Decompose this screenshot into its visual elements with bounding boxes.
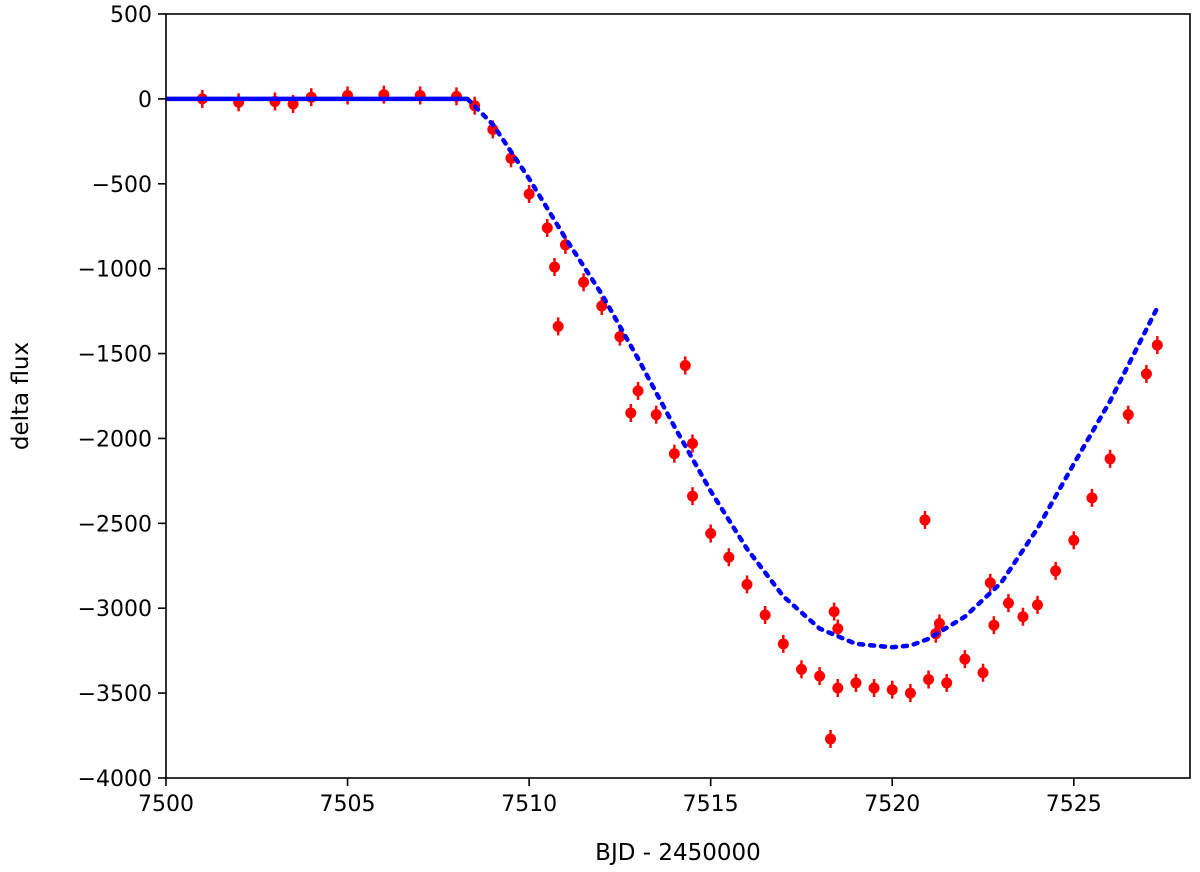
series-model: [166, 96, 1160, 650]
data-point: [578, 276, 590, 288]
data-point: [832, 682, 844, 694]
x-tick-label: 7525: [1046, 792, 1102, 817]
data-point: [741, 578, 753, 590]
x-axis-label: BJD - 2450000: [595, 840, 761, 866]
data-point: [705, 528, 717, 540]
series-observed: [196, 85, 1163, 703]
data-point: [977, 667, 989, 679]
data-point: [549, 261, 561, 273]
data-point: [687, 438, 699, 450]
data-point: [1086, 492, 1098, 504]
data-point: [795, 663, 807, 675]
y-tick-label: −2000: [78, 427, 152, 452]
y-tick-label: −3000: [78, 597, 152, 622]
data-point: [1068, 534, 1080, 546]
data-point: [923, 674, 935, 686]
data-point: [1122, 409, 1134, 421]
plot-marks: [166, 85, 1163, 748]
x-tick-label: 7520: [864, 792, 920, 817]
data-point: [1017, 611, 1029, 623]
data-point: [625, 407, 637, 419]
data-point: [941, 677, 953, 689]
data-point: [832, 623, 844, 635]
data-point: [1050, 565, 1062, 577]
y-tick-label: −1000: [78, 258, 152, 283]
y-axis-label: delta flux: [8, 342, 34, 450]
y-tick-label: −1500: [78, 343, 152, 368]
data-point: [959, 653, 971, 665]
data-point: [687, 490, 699, 502]
data-point: [1151, 339, 1163, 351]
data-point: [679, 359, 691, 371]
data-point: [850, 677, 862, 689]
y-tick-label: 0: [138, 88, 152, 113]
data-point: [828, 606, 840, 618]
data-point: [904, 687, 916, 699]
data-point: [886, 684, 898, 696]
data-point: [988, 619, 1000, 631]
data-point: [759, 609, 771, 621]
data-point: [933, 618, 945, 630]
data-point: [723, 551, 735, 563]
x-tick-label: 7510: [501, 792, 557, 817]
data-point: [825, 733, 837, 745]
data-point: [984, 577, 996, 589]
x-tick-label: 7500: [138, 792, 194, 817]
y-tick-label: −3500: [78, 682, 152, 707]
data-point: [1140, 368, 1152, 380]
model-line-dotted: [465, 96, 1160, 650]
data-point: [596, 300, 608, 312]
data-point: [919, 514, 931, 526]
data-point: [287, 98, 299, 110]
y-tick-label: −4000: [78, 767, 152, 792]
y-tick-label: −2500: [78, 512, 152, 537]
series-outliers: [549, 257, 996, 748]
data-point: [1002, 597, 1014, 609]
data-point: [668, 448, 680, 460]
data-point: [650, 409, 662, 421]
y-tick-label: 500: [110, 3, 152, 28]
data-point: [1104, 453, 1116, 465]
data-point: [632, 385, 644, 397]
x-axis: 7500 7505 7510 7515 7520 7525: [138, 778, 1102, 817]
data-point: [614, 331, 626, 343]
data-point: [814, 670, 826, 682]
plot-frame: [165, 13, 1191, 779]
data-point: [552, 320, 564, 332]
y-tick-label: −500: [92, 173, 152, 198]
x-tick-label: 7505: [320, 792, 376, 817]
x-tick-label: 7515: [683, 792, 739, 817]
data-point: [777, 638, 789, 650]
data-point: [868, 682, 880, 694]
y-axis: 500 0 −500 −1000 −1500 −2000 −2500 −3000 −3500 −4…: [78, 3, 166, 792]
data-point: [505, 152, 517, 164]
data-point: [1031, 599, 1043, 611]
data-point: [541, 222, 553, 234]
data-point: [523, 188, 535, 200]
